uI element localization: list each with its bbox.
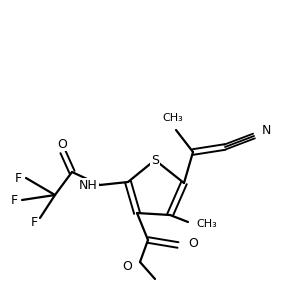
- Text: F: F: [31, 215, 38, 229]
- Text: N: N: [262, 123, 271, 136]
- Text: S: S: [151, 154, 159, 166]
- Text: CH₃: CH₃: [196, 219, 217, 229]
- Text: NH: NH: [79, 178, 98, 192]
- Text: F: F: [15, 171, 22, 184]
- Text: CH₃: CH₃: [163, 113, 183, 123]
- Text: O: O: [57, 138, 67, 150]
- Text: F: F: [11, 194, 18, 207]
- Text: O: O: [122, 260, 132, 273]
- Text: O: O: [188, 237, 198, 250]
